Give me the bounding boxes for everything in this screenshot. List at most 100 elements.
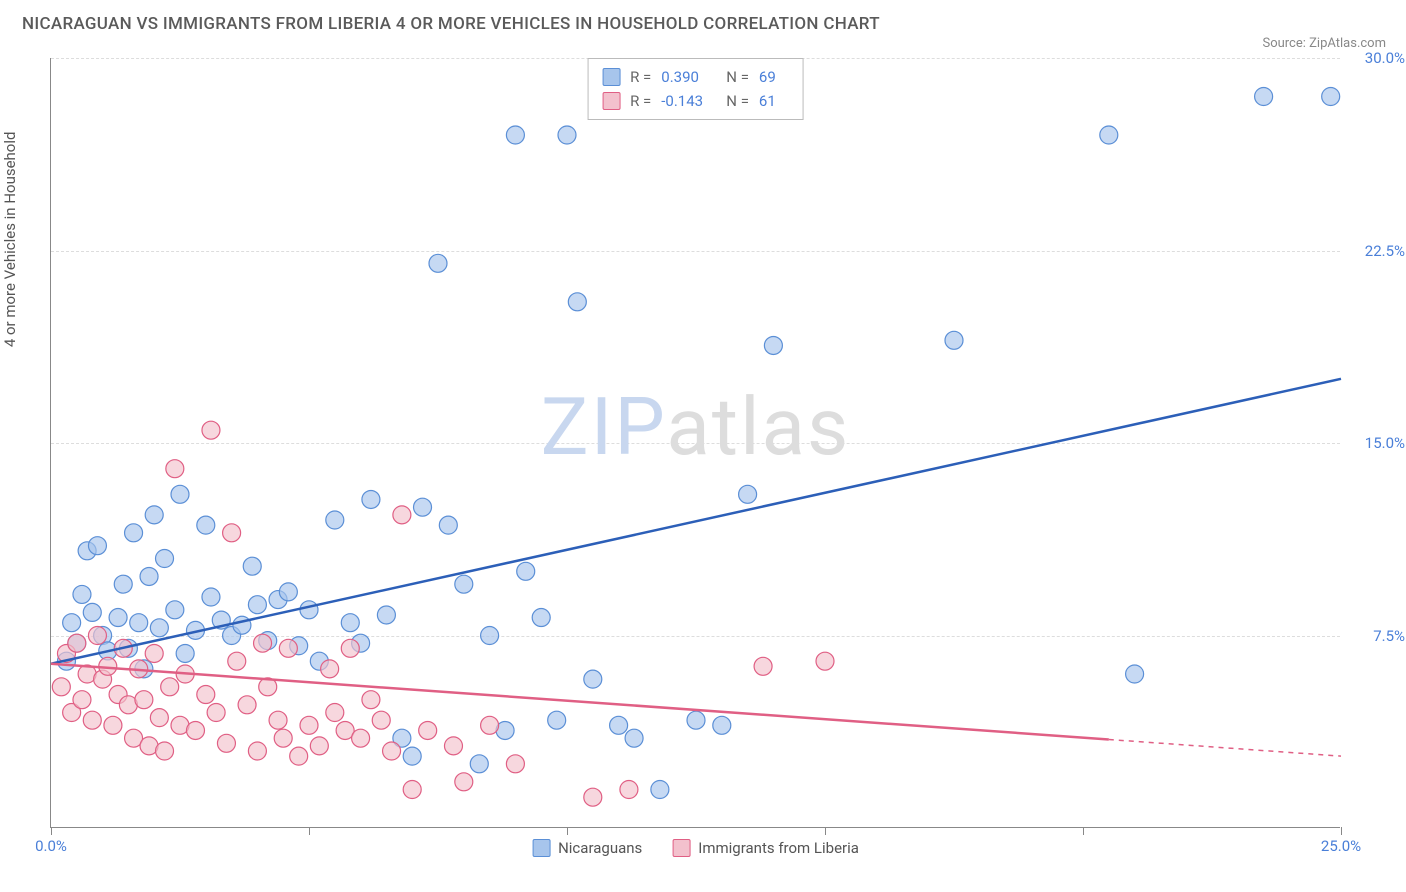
- scatter-point: [326, 511, 344, 529]
- scatter-point: [300, 716, 318, 734]
- scatter-point: [161, 678, 179, 696]
- scatter-point: [419, 721, 437, 739]
- scatter-point: [326, 704, 344, 722]
- scatter-point: [248, 596, 266, 614]
- scatter-point: [739, 485, 757, 503]
- x-tick: [825, 827, 826, 835]
- r-value: 0.390: [661, 65, 716, 89]
- scatter-point: [352, 729, 370, 747]
- scatter-point: [481, 716, 499, 734]
- scatter-point: [377, 606, 395, 624]
- scatter-point: [135, 691, 153, 709]
- scatter-point: [321, 660, 339, 678]
- scatter-point: [610, 716, 628, 734]
- legend-item: Nicaraguans: [532, 839, 642, 857]
- scatter-point: [228, 652, 246, 670]
- legend-swatch: [602, 92, 620, 110]
- scatter-point: [207, 704, 225, 722]
- x-tick-label: 0.0%: [35, 837, 67, 855]
- scatter-point: [1100, 126, 1118, 144]
- scatter-point: [816, 652, 834, 670]
- scatter-point: [754, 657, 772, 675]
- scatter-point: [156, 550, 174, 568]
- legend-swatch: [672, 839, 690, 857]
- n-value: 61: [759, 89, 789, 113]
- x-tick: [567, 827, 568, 835]
- scatter-svg: [51, 58, 1340, 827]
- scatter-point: [88, 537, 106, 555]
- scatter-point: [1322, 88, 1340, 106]
- scatter-point: [176, 644, 194, 662]
- scatter-point: [584, 670, 602, 688]
- scatter-point: [279, 639, 297, 657]
- plot-area: ZIPatlas R =0.390N =69R =-0.143N =61 Nic…: [50, 58, 1340, 828]
- y-tick-label: 30.0%: [1345, 49, 1405, 67]
- scatter-point: [248, 742, 266, 760]
- scatter-point: [150, 709, 168, 727]
- scatter-point: [481, 627, 499, 645]
- scatter-point: [403, 747, 421, 765]
- scatter-point: [166, 460, 184, 478]
- bottom-legend: Nicaraguans Immigrants from Liberia: [532, 839, 859, 857]
- scatter-point: [83, 603, 101, 621]
- n-label: N =: [726, 65, 749, 89]
- scatter-point: [713, 716, 731, 734]
- scatter-point: [197, 516, 215, 534]
- scatter-point: [506, 755, 524, 773]
- scatter-point: [150, 619, 168, 637]
- y-tick-label: 7.5%: [1345, 627, 1405, 645]
- scatter-point: [238, 696, 256, 714]
- scatter-point: [455, 773, 473, 791]
- scatter-point: [52, 678, 70, 696]
- scatter-point: [568, 293, 586, 311]
- scatter-point: [197, 686, 215, 704]
- x-tick: [51, 827, 52, 835]
- scatter-point: [383, 742, 401, 760]
- n-value: 69: [759, 65, 789, 89]
- scatter-point: [202, 421, 220, 439]
- legend-label: Immigrants from Liberia: [698, 839, 859, 857]
- scatter-point: [651, 781, 669, 799]
- scatter-point: [63, 614, 81, 632]
- legend-swatch: [602, 68, 620, 86]
- scatter-point: [687, 711, 705, 729]
- legend-swatch: [532, 839, 550, 857]
- y-axis-label: 4 or more Vehicles in Household: [1, 132, 19, 348]
- scatter-point: [764, 336, 782, 354]
- scatter-point: [290, 747, 308, 765]
- stats-row: R =-0.143N =61: [602, 89, 789, 113]
- scatter-point: [341, 614, 359, 632]
- scatter-point: [269, 711, 287, 729]
- r-label: R =: [630, 65, 651, 89]
- scatter-point: [414, 498, 432, 516]
- scatter-point: [186, 721, 204, 739]
- legend-item: Immigrants from Liberia: [672, 839, 859, 857]
- scatter-point: [532, 609, 550, 627]
- legend-label: Nicaraguans: [558, 839, 642, 857]
- scatter-point: [310, 737, 328, 755]
- x-tick-label: 25.0%: [1321, 837, 1361, 855]
- scatter-point: [506, 126, 524, 144]
- scatter-point: [470, 755, 488, 773]
- scatter-point: [584, 788, 602, 806]
- x-tick: [1341, 827, 1342, 835]
- scatter-point: [362, 691, 380, 709]
- y-tick-label: 15.0%: [1345, 434, 1405, 452]
- scatter-point: [362, 490, 380, 508]
- scatter-point: [439, 516, 457, 534]
- stats-legend-box: R = 0.390 N = 69R =-0.143N =61: [587, 58, 804, 120]
- scatter-point: [548, 711, 566, 729]
- scatter-point: [945, 331, 963, 349]
- scatter-point: [125, 524, 143, 542]
- trend-line-dashed: [1109, 740, 1341, 757]
- scatter-point: [109, 609, 127, 627]
- x-tick: [309, 827, 310, 835]
- scatter-point: [166, 601, 184, 619]
- scatter-point: [114, 575, 132, 593]
- scatter-point: [403, 781, 421, 799]
- chart-title: NICARAGUAN VS IMMIGRANTS FROM LIBERIA 4 …: [22, 14, 880, 34]
- scatter-point: [73, 585, 91, 603]
- scatter-point: [202, 588, 220, 606]
- scatter-point: [1255, 88, 1273, 106]
- scatter-point: [1126, 665, 1144, 683]
